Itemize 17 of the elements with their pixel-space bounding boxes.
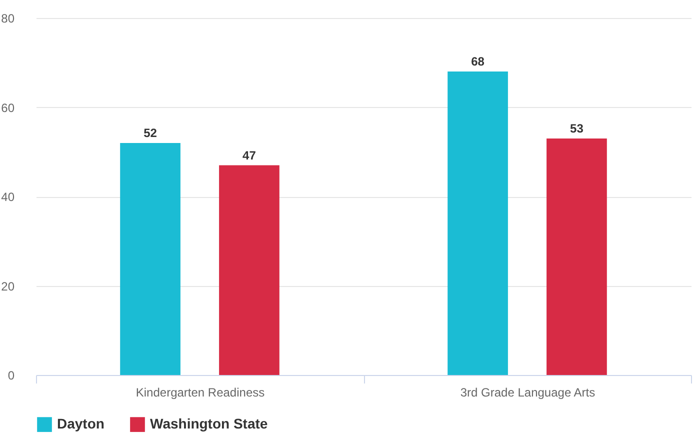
data-label: 47 — [242, 148, 256, 162]
bar — [219, 165, 280, 375]
data-label: 52 — [144, 126, 158, 140]
y-tick-label: 60 — [1, 100, 15, 115]
x-tick-label: Kindergarten Readiness — [136, 386, 265, 400]
data-label: 53 — [570, 121, 584, 136]
y-tick-label: 20 — [1, 279, 15, 294]
legend-label: Dayton — [57, 416, 104, 432]
y-tick-label: 40 — [1, 190, 15, 204]
y-tick-label: 80 — [1, 12, 15, 26]
bar — [448, 72, 508, 375]
bar — [120, 142, 180, 375]
legend-label: Washington State — [150, 416, 268, 432]
x-tick-label: 3rd Grade Language Arts — [460, 386, 596, 400]
bar — [546, 138, 607, 375]
data-label: 68 — [471, 54, 485, 69]
y-tick-label: 0 — [8, 368, 15, 382]
